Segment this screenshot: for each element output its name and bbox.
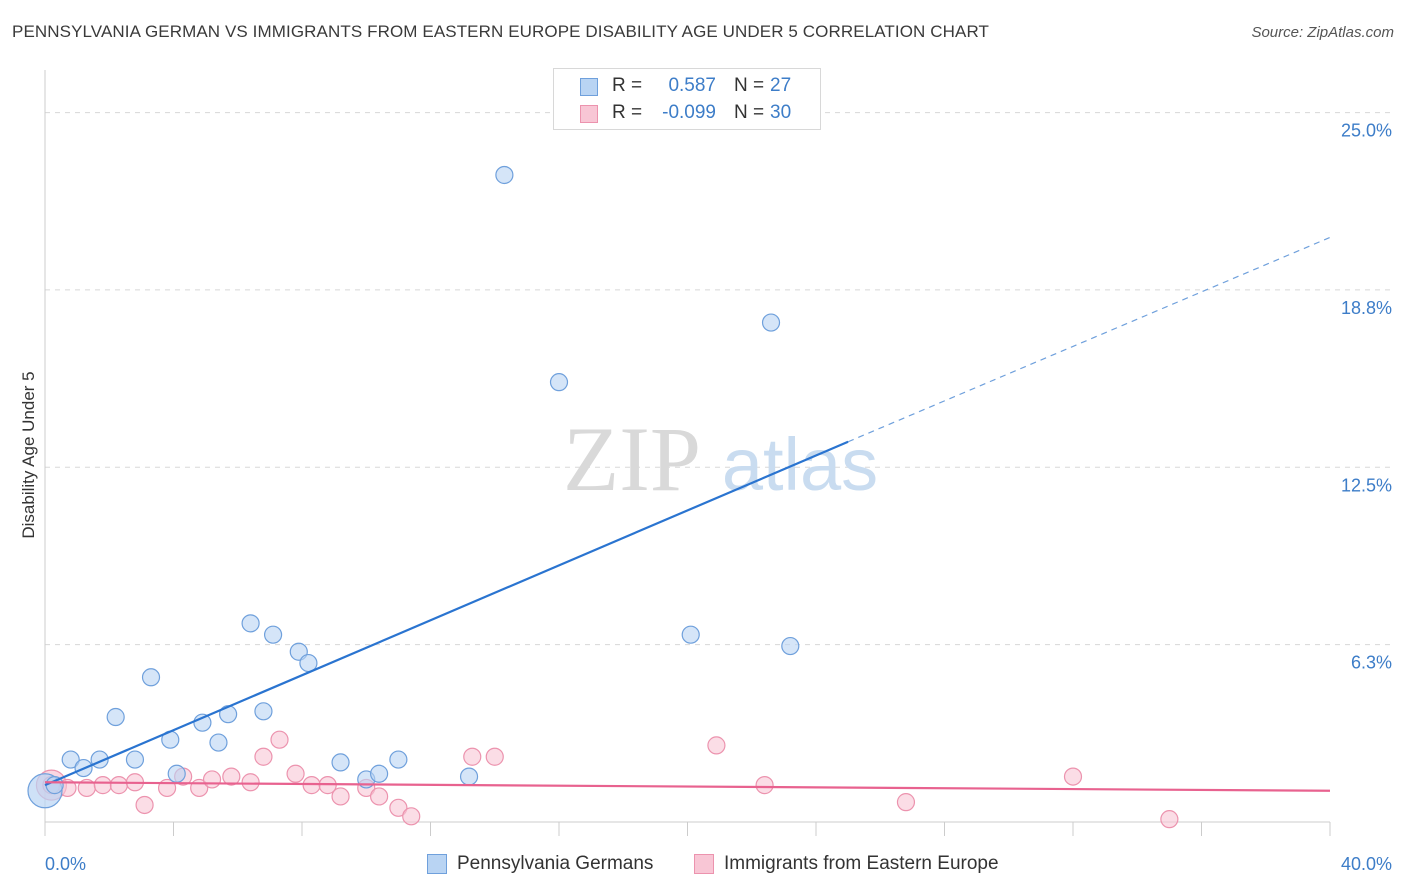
data-point [263,625,283,644]
y-tick-labels: 6.3% 12.5% 18.8% 25.0% [1341,121,1392,673]
legend-swatch-pink [694,854,714,874]
series-immigrants-eastern-europe [35,730,1179,829]
data-point [1063,767,1083,786]
data-point [495,165,514,185]
data-point [681,625,700,644]
y-tick-label: 18.8% [1341,298,1392,318]
legend-swatch-blue [427,854,447,874]
legend-label: Pennsylvania Germans [457,853,654,874]
x-tick-labels: 0.0% 40.0% [45,854,1392,874]
data-point [755,776,774,795]
data-point [193,713,212,732]
r-value: 0.587 [668,75,716,96]
data-point [167,764,186,783]
r-label: R = [612,75,643,96]
axis-layer [44,70,1331,836]
y-tick-label: 25.0% [1341,121,1392,141]
trend-line-blue [44,440,849,787]
data-point [485,747,504,766]
blue-swatch [580,78,598,96]
watermark-atlas: atlas [722,423,878,506]
data-point [331,787,350,806]
data-point [222,767,241,786]
watermark: ZIP atlas [563,408,878,510]
trend-lines [44,236,1331,792]
data-point [286,764,305,783]
y-axis-title-text: Disability Age Under 5 [19,371,38,539]
data-point [209,733,228,752]
grid-layer [45,112,1392,646]
x-tick-label: 40.0% [1341,854,1392,874]
trend-line-blue-extension [847,236,1331,443]
r-label: R = [612,102,643,123]
source-credit: Source: ZipAtlas.com [1251,24,1394,41]
watermark-zip: ZIP [563,408,701,510]
data-point [459,767,479,786]
data-point [761,313,781,332]
data-point [896,793,916,812]
data-point [241,773,260,792]
data-point [93,776,112,795]
data-point [370,787,389,806]
data-point [707,736,726,755]
r-value: -0.099 [662,102,716,123]
data-point [389,750,408,769]
y-tick-label: 6.3% [1351,653,1392,673]
data-point [781,636,800,656]
data-point [135,795,154,815]
data-point [1160,810,1179,829]
data-point [202,770,222,789]
data-point [241,614,260,633]
n-label: N = [734,75,765,96]
data-point [109,776,128,795]
data-point [106,707,125,727]
data-point [141,668,161,687]
stats-row-pink: R = -0.099 N = 30 [554,101,820,127]
trend-line-pink [44,781,1331,792]
data-point [389,798,408,817]
stats-row-blue: R = 0.587 N = 27 [554,74,820,100]
n-value: 30 [770,102,792,123]
data-point [402,807,421,826]
n-label: N = [734,102,765,123]
n-value: 27 [770,75,792,96]
data-point [370,764,389,783]
data-point [331,753,350,772]
data-point [61,750,80,769]
stats-legend: R = 0.587 N = 27 R = -0.099 N = 30 [553,68,821,130]
data-point [463,747,482,766]
chart-title: PENNSYLVANIA GERMAN VS IMMIGRANTS FROM E… [12,22,990,41]
x-tick-label: 0.0% [45,854,86,874]
data-point [270,730,289,749]
y-tick-label: 12.5% [1341,475,1392,495]
data-point [254,702,273,721]
legend-label: Immigrants from Eastern Europe [724,853,999,874]
data-point [125,750,145,769]
pink-swatch [580,105,598,123]
data-point [549,373,569,392]
data-point [254,747,273,766]
